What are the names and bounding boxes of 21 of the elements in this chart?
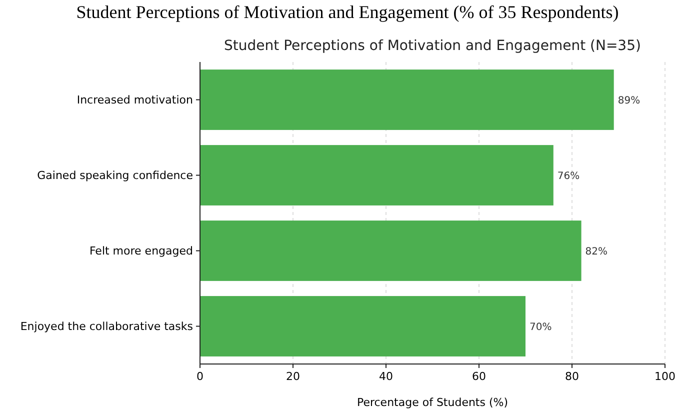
data-label: 70% [530, 322, 552, 333]
data-label: 76% [557, 170, 580, 182]
x-tick-label: 40 [379, 370, 393, 383]
y-tick-label: Felt more engaged [89, 244, 193, 258]
x-tick-label: 20 [286, 370, 300, 383]
bar [200, 220, 582, 281]
x-tick-label: 80 [565, 370, 579, 383]
y-tick-label: Enjoyed the collaborative tasks [20, 320, 194, 334]
y-tick-label: Increased motivation [76, 94, 194, 107]
x-tick-label: 60 [472, 370, 486, 383]
data-label: 82% [585, 246, 608, 258]
bar [200, 70, 614, 130]
text: Student Perceptions of Motivation and Engagement (% of 35 Respondents) [76, 2, 619, 22]
x-axis-title: Percentage of Students (%) [356, 396, 508, 409]
bar [200, 145, 554, 206]
chart-title: Student Perceptions of Motivation and Engagement (N=35) [224, 38, 641, 54]
y-tick-label: Gained speaking confidence [37, 169, 194, 182]
x-tick-label: 100 [654, 370, 676, 383]
x-tick-label: 0 [196, 370, 204, 383]
bar [200, 296, 526, 356]
data-label: 89% [618, 95, 640, 106]
